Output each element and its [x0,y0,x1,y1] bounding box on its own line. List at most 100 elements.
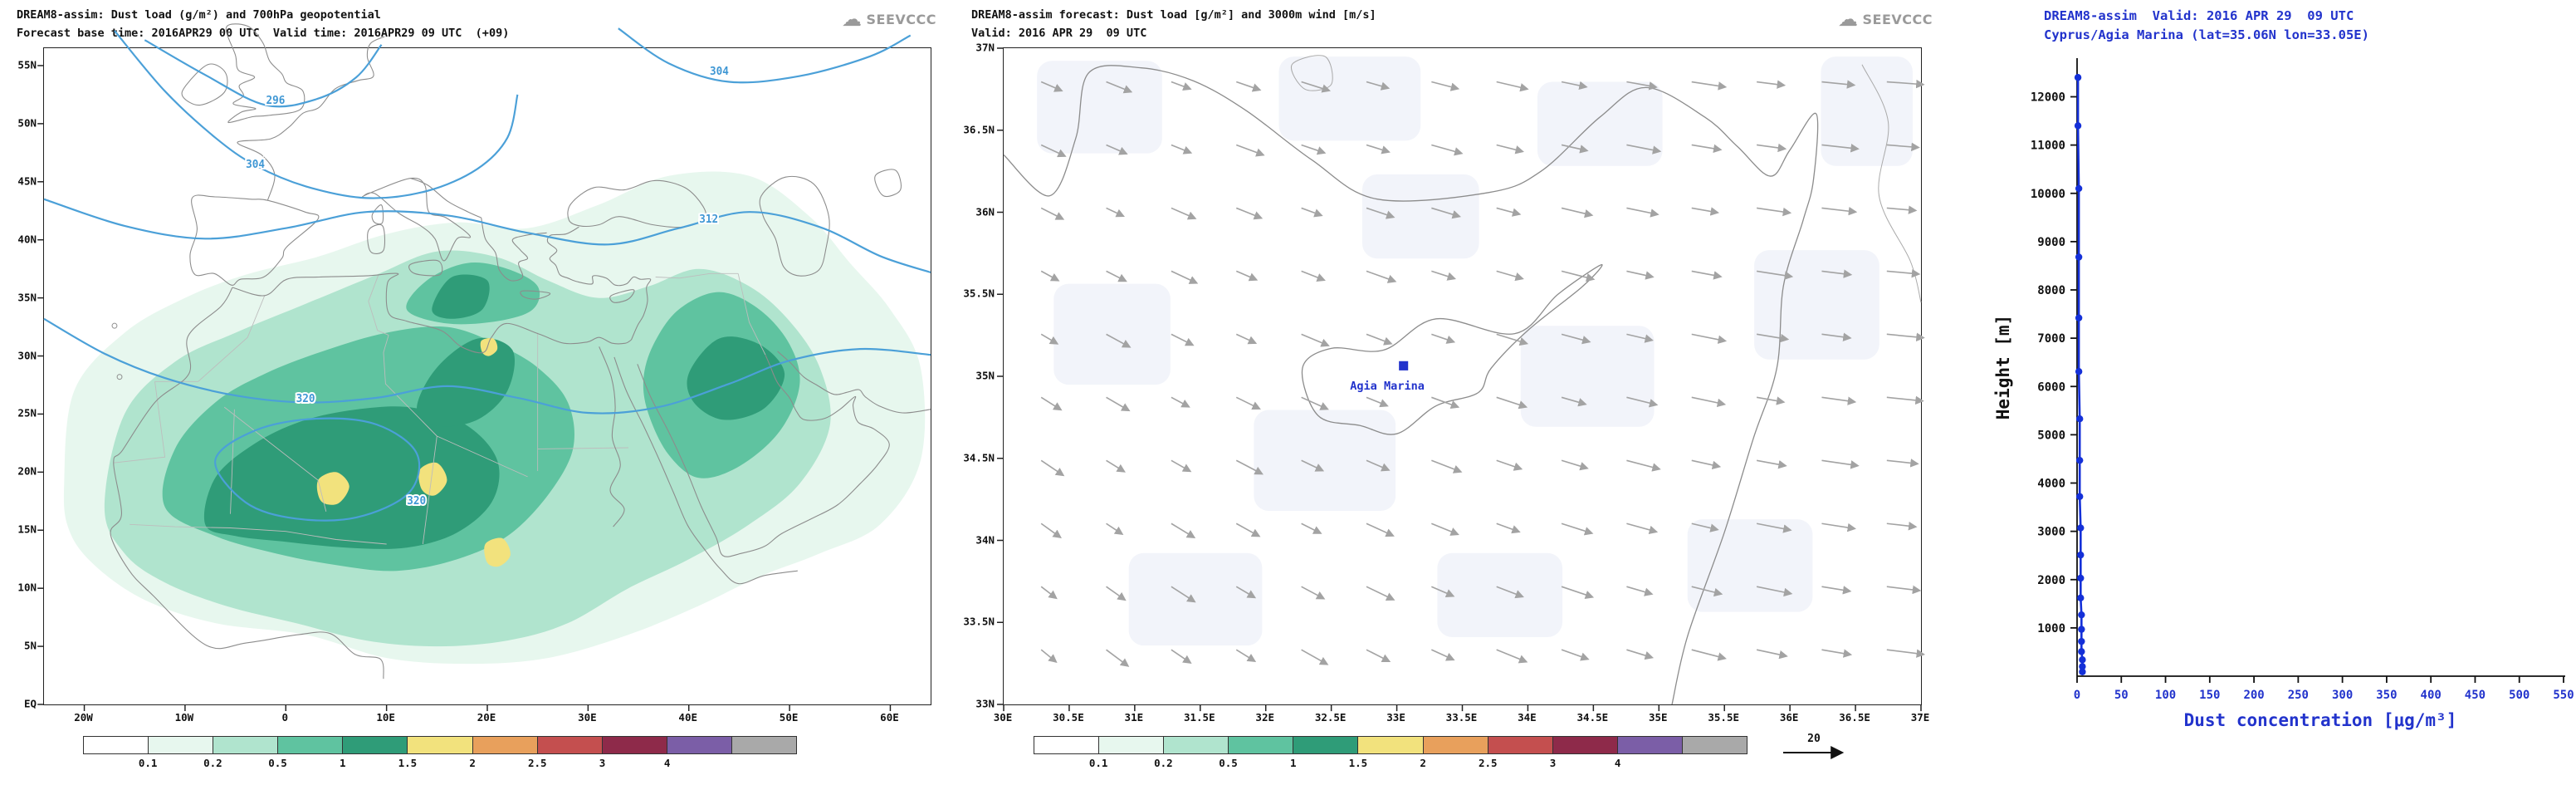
colorbar-segment [1034,737,1100,753]
tick-label: 30E [578,711,597,724]
wind-arrow [1301,207,1323,218]
colorbar-segment [1164,737,1229,753]
colorbar-label: 0.2 [1154,757,1173,769]
dust-patch [1520,326,1655,427]
colorbar-label: 2 [1420,757,1426,769]
wind-arrow [1171,396,1190,408]
coastline-path [759,175,830,277]
dust-profile-panel: DREAM8-assim Valid: 2016 APR 29 09 UTC C… [1984,0,2576,785]
tick-label: 20E [477,711,496,724]
wind-arrow [1626,144,1662,155]
wind-arrow [1561,81,1588,91]
wind-arrow [1171,649,1192,665]
dust-load-colorbar: 0.1 0.2 0.5 1 1.5 2 2.5 3 4 [1034,736,1747,778]
coastline-path [520,290,551,300]
tick-label: 50N [17,116,37,130]
wind-arrow [1626,396,1659,408]
wind-arrow [1626,333,1654,343]
wind-arrow [1235,144,1265,157]
station-label: Agia Marina [1350,380,1425,393]
cyprus-dust-wind-map: Agia Marina [996,47,1926,712]
cloud-icon: ☁ [842,7,863,31]
wind-arrow [1431,333,1456,344]
colorbar-segment [472,737,538,753]
dust-load-geopotential-map: 296 304 304 312 320 320 [37,23,931,711]
coastline-path [481,217,547,282]
data-point [2074,74,2082,81]
wind-arrow [1106,81,1133,94]
wind-arrow [1366,270,1397,283]
wind-arrow [1626,459,1661,472]
tick-label: 500 [2509,689,2530,702]
wind-arrow [1886,585,1922,595]
coastline-path [237,36,385,201]
tick-label: 200 [2243,689,2264,702]
border-path [223,406,327,513]
coastline-path [410,178,481,218]
wind-arrow [1040,144,1067,158]
tick-label: 5N [23,639,37,652]
wind-arrow [1366,144,1391,155]
tick-label: 0 [281,711,289,724]
tick-label: 36N [975,205,995,218]
tick-label: 10000 [2031,188,2065,201]
coastline-path [232,272,632,354]
tick-label: 11000 [2031,140,2065,153]
data-point [2075,456,2084,464]
coastline-path [367,223,385,254]
colorbar-segment [1552,737,1618,753]
dust-patch [1754,250,1879,360]
tick-label: 33N [975,697,995,710]
wind-arrow [1366,81,1391,91]
wind-arrow [1366,333,1393,346]
wind-arrow [1040,81,1063,92]
wind-arrow [1756,459,1787,469]
y-axis-label: Height [m] [1993,315,2013,419]
wind-arrow [1626,270,1655,280]
tick-label: 50 [2114,689,2129,702]
wind-arrow [1431,649,1455,661]
colorbar-segment [1358,737,1424,753]
wind-arrow [1235,649,1257,662]
wind-arrow [1106,396,1131,412]
wind-arrow [1040,333,1059,345]
tick-label: 34E [1518,711,1537,724]
tick-label: 2000 [2037,574,2065,587]
mid-panel-header: DREAM8-assim forecast: Dust load [g/m²] … [971,7,1933,42]
wind-arrow [1821,396,1857,405]
wind-arrow [1431,586,1455,598]
contour-label: 296 [266,95,286,107]
cloud-icon: ☁ [1838,7,1859,31]
tick-label: 35N [17,291,37,304]
dust-blob [417,337,516,427]
wind-arrow [1821,144,1860,153]
wind-arrow [1366,649,1391,663]
wind-arrow [1171,270,1199,284]
data-point [2078,611,2085,619]
wind-arrow [1431,523,1459,536]
profile-series [2074,74,2086,675]
coastline-path [181,63,228,106]
data-point [2077,574,2085,582]
wind-arrow [1171,81,1192,91]
geopotential-contour-labels: 296 304 304 312 320 320 [244,64,731,509]
coastline-path [613,356,798,585]
wind-arrow [1561,649,1590,661]
border-path [230,409,235,514]
coastline-path [609,289,635,303]
wind-arrow [1496,144,1524,155]
tick-label: 25N [17,406,37,419]
colorbar-segment [731,737,797,753]
dust-patch [1278,56,1421,141]
dust-patch [1254,410,1396,512]
wind-arrow [1235,207,1264,220]
tick-label: 33.5N [963,615,995,628]
wind-arrow [1561,270,1596,282]
wind-arrow [1821,80,1856,89]
geopotential-contour [43,317,931,415]
mid-map-lat-axis: 37N 36.5N 36N 35.5N 35N 34.5N 34N 33.5N 33N [958,42,1000,710]
dust-load-colorbar: 0.1 0.2 0.5 1 1.5 2 2.5 3 4 [83,736,797,778]
dust-blob [687,336,785,420]
wind-arrow [1496,586,1524,599]
island-mark [111,322,118,329]
